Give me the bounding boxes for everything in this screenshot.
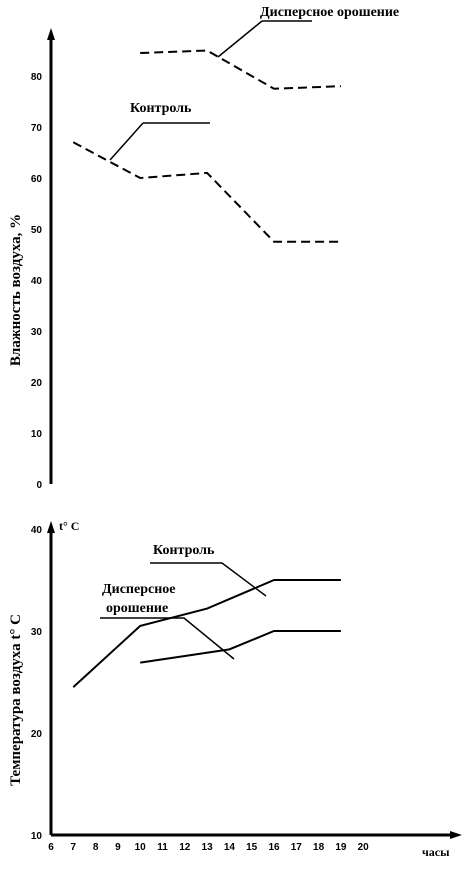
temperature-leader-control [150,562,267,597]
temperature-x-tick-label: 8 [93,842,99,853]
temperature-x-tick-label: 16 [268,842,280,853]
humidity-chart: 0 10 20 30 40 50 60 70 80 Влажность воздуха, % Д… [8,5,399,491]
temperature-x-tick-label: 6 [48,842,54,853]
temperature-label-irrigation-line2: орошение [106,601,168,616]
temperature-series-line-1 [140,630,341,664]
temperature-x-tick-label: 12 [179,842,191,853]
temperature-unit-label: t° C [59,519,79,533]
temperature-x-axis-arrow [450,831,462,839]
humidity-leader-control-arrow [109,122,144,161]
temperature-x-tick-label: 14 [224,842,236,853]
temperature-x-axis-label: часы [422,845,450,859]
temperature-y-axis-arrow [47,521,55,533]
temperature-x-tick-label: 11 [157,842,168,853]
temperature-y-axis-label: Температура воздуха t° C [8,614,24,786]
temperature-label-control: Контроль [153,543,215,558]
humidity-leader-irrigation-arrow [217,20,263,58]
humidity-y-axis-label: Влажность воздуха, % [8,214,24,366]
humidity-y-axis-arrow [47,28,55,40]
humidity-y-tick-label: 80 [31,72,43,83]
temperature-x-tick-label: 20 [358,842,370,853]
temperature-label-irrigation-line1: Дисперсное [102,582,175,597]
temperature-x-tick-label: 19 [335,842,347,853]
temperature-x-tick-label: 13 [202,842,214,853]
humidity-label-irrigation: Дисперсное орошение [260,5,399,20]
humidity-series-line-1 [72,141,341,243]
temperature-x-tick-label: 9 [115,842,121,853]
temperature-x-tick-label: 10 [135,842,147,853]
temperature-series-line-0 [72,579,341,688]
humidity-series-line-0 [140,49,341,90]
temperature-leader-irrigation [100,617,235,660]
temperature-x-tick-label: 7 [71,842,77,853]
humidity-y-tick-label: 60 [31,174,43,185]
temperature-x-tick-label: 17 [291,842,303,853]
humidity-label-control: Контроль [130,101,192,116]
temperature-y-tick-label: 30 [31,627,43,638]
humidity-y-tick-label: 50 [31,225,43,236]
temperature-y-tick-label: 40 [31,525,43,536]
humidity-y-tick-label: 40 [31,276,43,287]
temperature-y-tick-label: 10 [31,831,43,842]
humidity-y-tick-label: 20 [31,378,43,389]
humidity-y-tick-label: 70 [31,123,43,134]
temperature-x-tick-label: 15 [246,842,258,853]
humidity-y-tick-label: 10 [31,429,43,440]
temperature-y-tick-label: 20 [31,729,43,740]
humidity-y-tick-label: 0 [36,480,42,491]
temperature-x-tick-label: 18 [313,842,325,853]
humidity-y-tick-label: 30 [31,327,43,338]
